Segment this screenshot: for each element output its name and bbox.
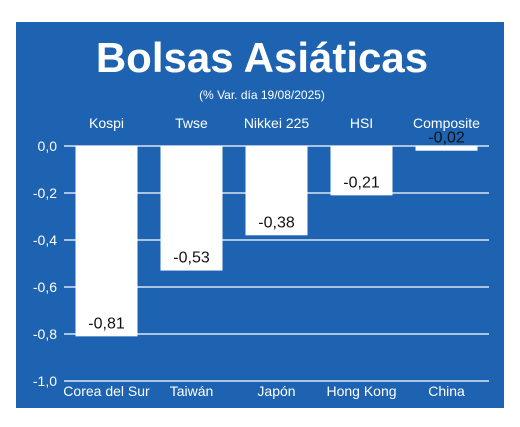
bar <box>330 146 393 196</box>
y-tick-label: -0,8 <box>33 326 57 342</box>
y-tick-label: -0,4 <box>33 232 57 248</box>
y-tick-label: 0,0 <box>38 138 58 154</box>
data-label: -0,21 <box>343 174 380 191</box>
y-tick-label: -0,6 <box>33 279 57 295</box>
y-axis: 0,0 -0,2 -0,4 -0,6 -0,8 -1,0 <box>33 138 57 389</box>
x-tick-label: Hong Kong <box>326 383 396 399</box>
data-label: -0,81 <box>88 315 125 332</box>
index-label: Kospi <box>89 115 124 131</box>
bar <box>245 146 308 236</box>
data-label: -0,38 <box>258 214 295 231</box>
bar <box>75 146 138 337</box>
x-tick-label: Japón <box>257 383 295 399</box>
data-label: -0,53 <box>173 250 210 267</box>
bar <box>415 146 478 151</box>
bars <box>75 146 478 337</box>
chart-subtitle: (% Var. día 19/08/2025) <box>199 88 325 102</box>
index-label: HSI <box>350 115 373 131</box>
labels: -0,81 Kospi Corea del Sur -0,53 Twse Taiwán -0… <box>63 115 480 399</box>
y-tick-label: -1,0 <box>33 373 57 389</box>
bar <box>160 146 223 271</box>
chart-title: Bolsas Asiáticas <box>96 34 428 81</box>
index-label: Composite <box>413 115 480 131</box>
y-tick-label: -0,2 <box>33 185 57 201</box>
data-label: -0,02 <box>428 130 465 147</box>
x-tick-label: Corea del Sur <box>63 383 150 399</box>
x-tick-label: China <box>428 383 465 399</box>
index-label: Nikkei 225 <box>244 115 310 131</box>
x-tick-label: Taiwán <box>170 383 214 399</box>
index-label: Twse <box>175 115 208 131</box>
